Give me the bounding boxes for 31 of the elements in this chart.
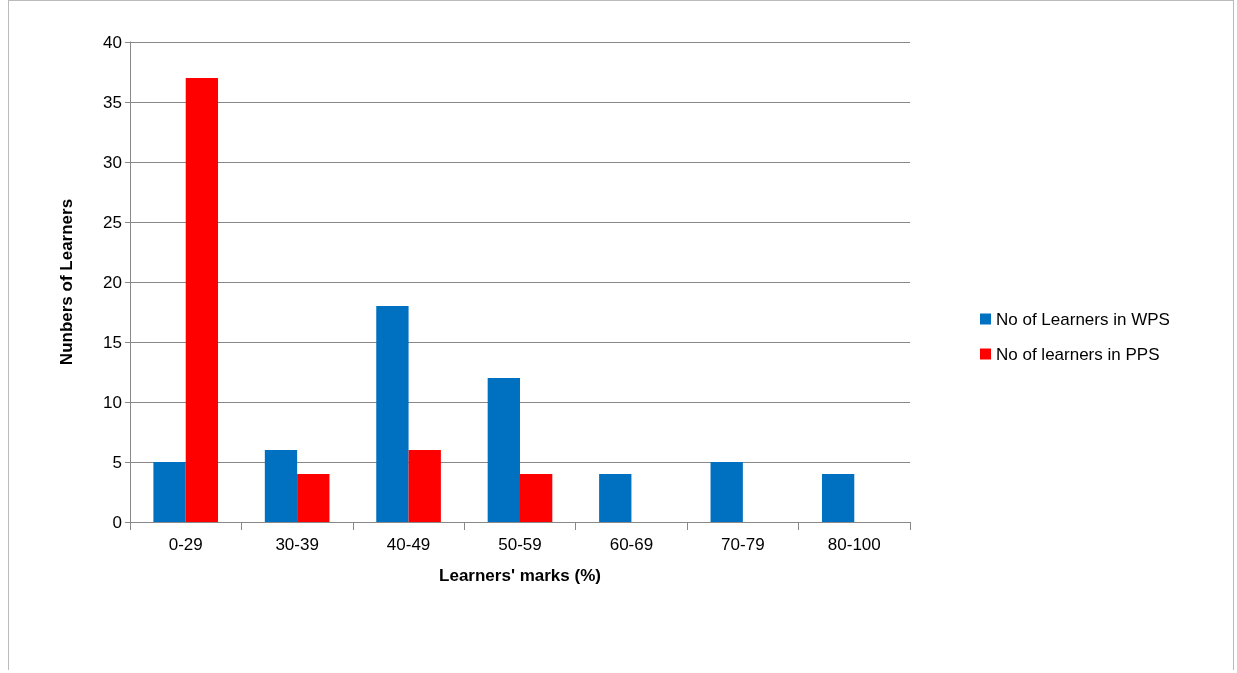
x-tick-label: 50-59 [498, 535, 542, 554]
y-tick-label: 15 [103, 332, 122, 352]
bar [153, 462, 186, 522]
bar [185, 78, 219, 522]
bar [264, 450, 298, 522]
bar [599, 474, 632, 522]
bar [710, 462, 743, 522]
x-tick-label: 70-79 [721, 535, 765, 554]
y-axis-title: Nunbers of Learners [57, 198, 76, 366]
y-tick-label: 20 [103, 272, 122, 292]
x-tick-label: 80-100 [827, 535, 881, 554]
x-tick-label: 60-69 [609, 535, 654, 554]
y-tick-label: 40 [103, 32, 122, 52]
bar [376, 306, 409, 522]
legend-label: No of learners in PPS [996, 344, 1160, 364]
bar [297, 474, 330, 522]
x-tick-label: 40-49 [386, 535, 431, 554]
legend-label: No of Learners in WPS [996, 309, 1170, 329]
y-tick-label: 10 [103, 392, 122, 412]
bar [520, 474, 553, 522]
x-tick-label: 30-39 [275, 535, 319, 554]
x-axis-title: Learners' marks (%) [439, 566, 601, 585]
y-tick-label: 5 [112, 452, 122, 472]
y-tick-label: 0 [112, 512, 122, 532]
bar [487, 378, 520, 522]
bar [821, 474, 855, 522]
x-tick-label: 0-29 [168, 535, 203, 554]
y-tick-label: 25 [103, 212, 122, 232]
y-tick-label: 35 [103, 92, 122, 112]
y-tick-label: 30 [103, 152, 122, 172]
bar [408, 450, 441, 522]
